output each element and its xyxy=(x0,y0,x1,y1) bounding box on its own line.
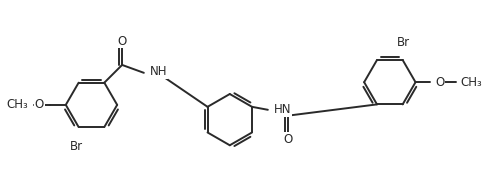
Text: CH₃: CH₃ xyxy=(6,98,28,111)
Text: NH: NH xyxy=(150,65,167,78)
Text: Br: Br xyxy=(70,140,83,153)
Text: CH₃: CH₃ xyxy=(460,76,482,89)
Text: Br: Br xyxy=(397,36,410,49)
Text: HN: HN xyxy=(274,103,291,116)
Text: O: O xyxy=(35,98,44,111)
Text: O: O xyxy=(117,35,127,48)
Text: O: O xyxy=(283,133,292,146)
Text: O: O xyxy=(436,76,444,89)
